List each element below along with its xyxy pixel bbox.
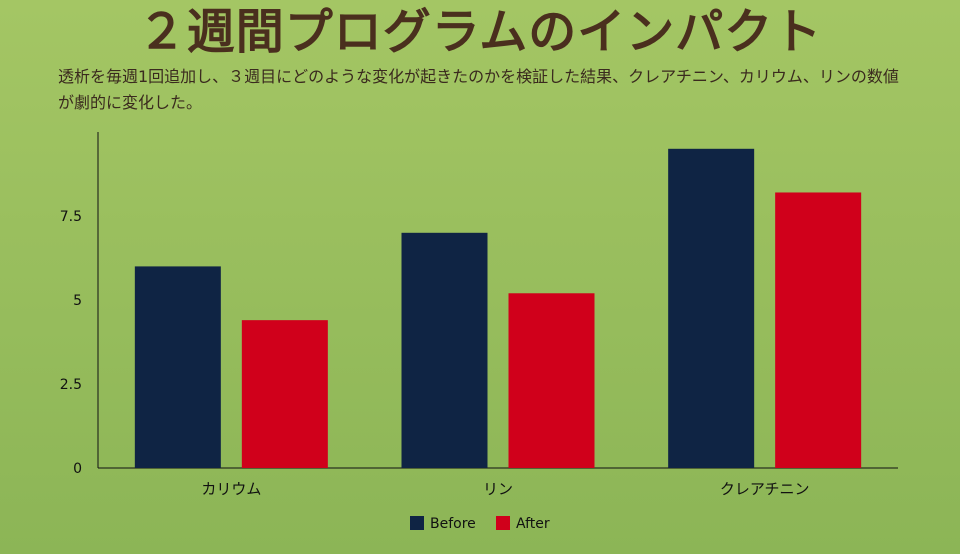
chart-axes	[97, 132, 898, 469]
chart-legend: Before After	[410, 516, 550, 532]
legend-swatch-before	[410, 516, 424, 530]
page-title: ２週間プログラムのインパクト	[137, 4, 823, 60]
bar-after-1	[508, 293, 595, 468]
chart-bars	[134, 148, 862, 469]
x-category-label: カリウム	[201, 480, 261, 498]
bar-before-2	[668, 148, 755, 469]
bar-after-2	[775, 192, 862, 469]
bar-before-0	[134, 266, 221, 468]
x-category-label: クレアチニン	[720, 480, 810, 498]
description-text: 透析を毎週1回追加し、３週目にどのような変化が起きたのかを検証した結果、クレアチ…	[58, 67, 899, 112]
legend-label-before: Before	[430, 516, 476, 532]
chart-labels: 0 2.5 5 7.5 カリウム リン クレアチニン	[60, 209, 810, 498]
y-tick-label: 7.5	[60, 209, 82, 225]
bar-after-0	[241, 320, 328, 468]
y-tick-label: 5	[73, 293, 82, 309]
legend-swatch-after	[496, 516, 510, 530]
x-category-label: リン	[483, 480, 513, 498]
y-tick-label: 2.5	[60, 377, 82, 393]
legend-label-after: After	[516, 516, 550, 532]
y-tick-label: 0	[73, 461, 82, 477]
bar-before-1	[401, 232, 488, 468]
